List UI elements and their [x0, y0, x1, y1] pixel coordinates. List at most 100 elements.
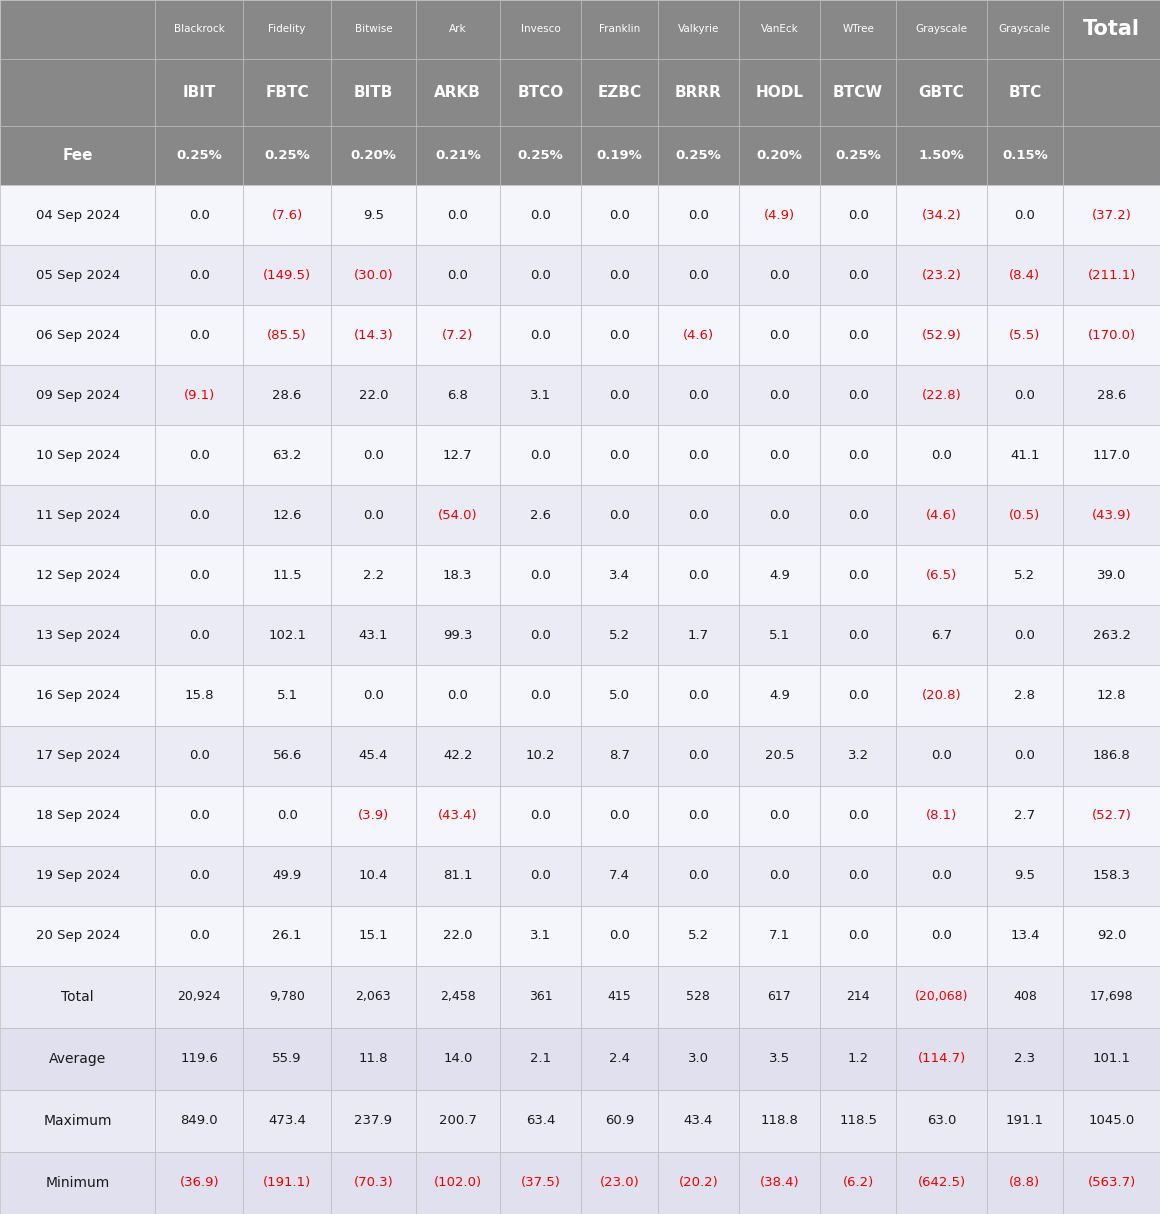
- Bar: [897, 0, 986, 59]
- Text: 1.50%: 1.50%: [919, 149, 964, 163]
- Text: 0.0: 0.0: [848, 629, 869, 642]
- Bar: [244, 365, 331, 425]
- Text: 11 Sep 2024: 11 Sep 2024: [36, 509, 119, 522]
- Text: 19 Sep 2024: 19 Sep 2024: [36, 869, 119, 883]
- Text: 12 Sep 2024: 12 Sep 2024: [36, 569, 119, 582]
- Bar: [415, 1152, 500, 1214]
- Bar: [1064, 1028, 1160, 1090]
- Bar: [897, 425, 986, 486]
- Bar: [0, 186, 155, 245]
- Bar: [820, 425, 897, 486]
- Text: 0.0: 0.0: [769, 329, 790, 342]
- Text: 0.0: 0.0: [848, 268, 869, 282]
- Bar: [1064, 665, 1160, 726]
- Text: 2,458: 2,458: [440, 991, 476, 1003]
- Bar: [415, 186, 500, 245]
- Text: 16 Sep 2024: 16 Sep 2024: [36, 690, 119, 702]
- Bar: [1064, 59, 1160, 126]
- Text: (14.3): (14.3): [354, 329, 393, 342]
- Bar: [658, 425, 739, 486]
- Text: (6.2): (6.2): [842, 1176, 873, 1190]
- Text: (642.5): (642.5): [918, 1176, 965, 1190]
- Text: 43.4: 43.4: [683, 1114, 713, 1128]
- Text: BTC: BTC: [1008, 85, 1042, 100]
- Text: 0.0: 0.0: [609, 449, 630, 461]
- Text: (4.9): (4.9): [763, 209, 795, 222]
- Text: 0.0: 0.0: [848, 929, 869, 942]
- Text: 0.0: 0.0: [448, 268, 469, 282]
- Bar: [658, 545, 739, 606]
- Bar: [986, 1090, 1064, 1152]
- Bar: [897, 126, 986, 186]
- Bar: [739, 305, 820, 365]
- Bar: [155, 59, 244, 126]
- Bar: [331, 965, 415, 1028]
- Bar: [0, 126, 155, 186]
- Text: 0.0: 0.0: [848, 569, 869, 582]
- Text: WTree: WTree: [842, 24, 875, 34]
- Text: 3.4: 3.4: [609, 569, 630, 582]
- Text: (52.7): (52.7): [1092, 809, 1131, 822]
- Text: BITB: BITB: [354, 85, 393, 100]
- Bar: [658, 1152, 739, 1214]
- Text: (20.8): (20.8): [922, 690, 962, 702]
- Text: 214: 214: [847, 991, 870, 1003]
- Bar: [155, 726, 244, 785]
- Text: 06 Sep 2024: 06 Sep 2024: [36, 329, 119, 342]
- Bar: [739, 126, 820, 186]
- Bar: [415, 425, 500, 486]
- Text: (54.0): (54.0): [438, 509, 478, 522]
- Bar: [581, 726, 658, 785]
- Bar: [581, 186, 658, 245]
- Text: (170.0): (170.0): [1088, 329, 1136, 342]
- Bar: [820, 365, 897, 425]
- Text: HODL: HODL: [755, 85, 804, 100]
- Bar: [0, 486, 155, 545]
- Text: 0.0: 0.0: [609, 209, 630, 222]
- Bar: [581, 425, 658, 486]
- Bar: [739, 425, 820, 486]
- Bar: [1064, 245, 1160, 305]
- Text: 7.1: 7.1: [769, 929, 790, 942]
- Text: 5.2: 5.2: [609, 629, 630, 642]
- Bar: [1064, 365, 1160, 425]
- Text: 0.0: 0.0: [931, 869, 952, 883]
- Text: 18.3: 18.3: [443, 569, 472, 582]
- Bar: [155, 365, 244, 425]
- Text: 0.0: 0.0: [530, 268, 551, 282]
- Bar: [658, 0, 739, 59]
- Text: 0.0: 0.0: [688, 268, 709, 282]
- Bar: [581, 486, 658, 545]
- Text: 3.1: 3.1: [530, 929, 551, 942]
- Text: 9.5: 9.5: [363, 209, 384, 222]
- Text: 102.1: 102.1: [268, 629, 306, 642]
- Bar: [331, 785, 415, 846]
- Bar: [155, 305, 244, 365]
- Bar: [986, 1028, 1064, 1090]
- Bar: [155, 126, 244, 186]
- Bar: [155, 425, 244, 486]
- Text: 0.0: 0.0: [189, 869, 210, 883]
- Bar: [986, 0, 1064, 59]
- Text: 117.0: 117.0: [1093, 449, 1131, 461]
- Bar: [0, 59, 155, 126]
- Text: 0.0: 0.0: [609, 809, 630, 822]
- Text: 6.7: 6.7: [931, 629, 952, 642]
- Bar: [244, 59, 331, 126]
- Text: 39.0: 39.0: [1097, 569, 1126, 582]
- Text: 13.4: 13.4: [1010, 929, 1039, 942]
- Text: 0.20%: 0.20%: [756, 149, 803, 163]
- Bar: [658, 245, 739, 305]
- Text: 2.3: 2.3: [1014, 1053, 1036, 1065]
- Bar: [331, 846, 415, 906]
- Bar: [820, 965, 897, 1028]
- Text: 0.0: 0.0: [530, 209, 551, 222]
- Bar: [986, 186, 1064, 245]
- Text: 0.0: 0.0: [688, 449, 709, 461]
- Text: 0.0: 0.0: [530, 329, 551, 342]
- Text: 2.6: 2.6: [530, 509, 551, 522]
- Text: 118.5: 118.5: [839, 1114, 877, 1128]
- Bar: [0, 305, 155, 365]
- Bar: [244, 305, 331, 365]
- Text: (7.2): (7.2): [442, 329, 473, 342]
